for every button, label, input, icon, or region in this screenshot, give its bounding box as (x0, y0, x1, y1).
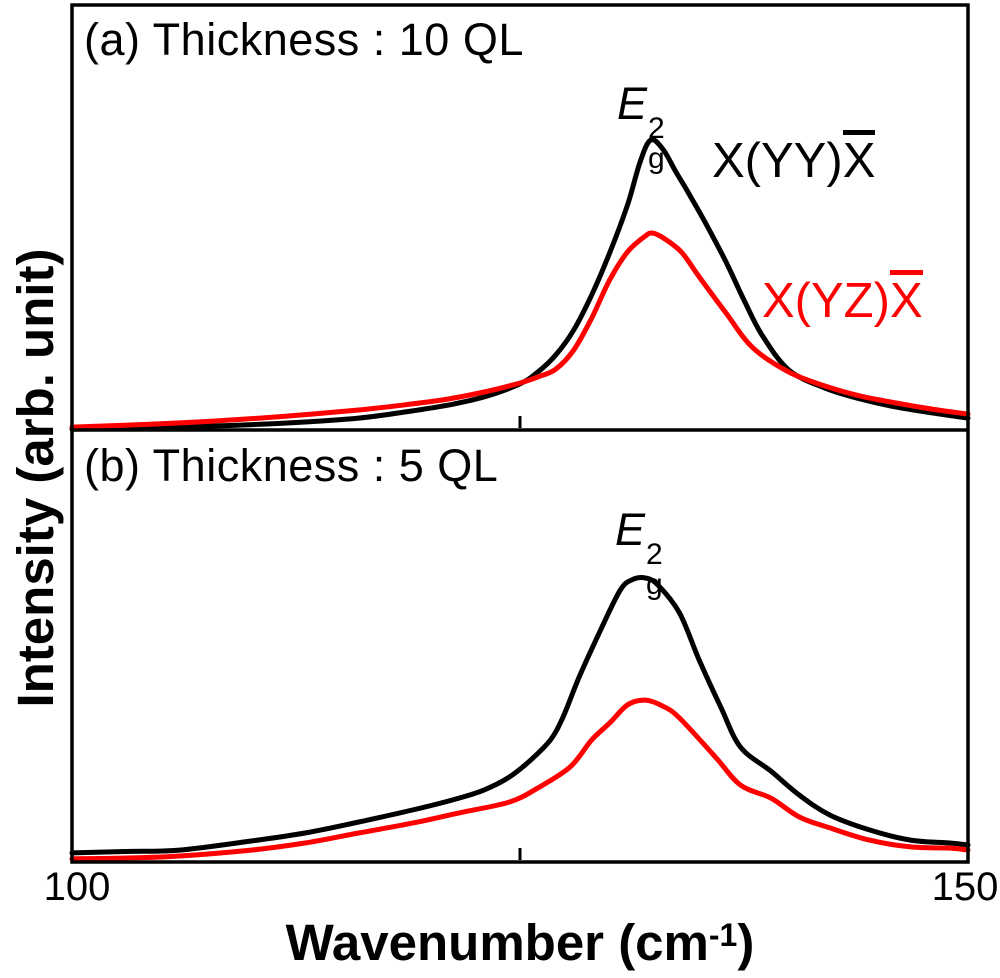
peak-subscript: g (648, 141, 665, 175)
peak-symbol: E (615, 504, 646, 555)
peak-subscript: g (646, 567, 663, 601)
y-axis-title: Intensity (arb. unit) (7, 248, 65, 708)
polarization-text: X(YY) (712, 134, 843, 188)
x-tick-label-150: 150 (931, 865, 999, 909)
spectrum-curve-panel-b-yy (69, 575, 971, 856)
peak-superscript: 2 (648, 111, 665, 145)
spectrum-curve-panel-a-yz (69, 230, 971, 430)
x-tick-label-100: 100 (43, 865, 111, 909)
spectrum-curve-panel-b-yz (69, 697, 971, 862)
polarization-label-xyyx: X(YY)X (712, 130, 876, 188)
x-axis-title-text: Wavenumber (cm (285, 914, 709, 971)
x-axis-title-close: ) (737, 914, 755, 971)
panel-a-title: (a) Thickness : 10 QL (84, 14, 524, 65)
barred-x: X (842, 130, 876, 186)
peak-superscript: 2 (646, 537, 663, 571)
plot-frame (70, 3, 970, 864)
polarization-text: X(YZ) (762, 274, 890, 328)
peak-symbol: E (617, 78, 648, 129)
x-axis-title-superscript: -1 (708, 917, 738, 953)
x-axis-title: Wavenumber (cm-1) (40, 916, 1000, 970)
spectra-curves (69, 137, 971, 862)
barred-x: X (889, 270, 923, 326)
panel-b-title: (b) Thickness : 5 QL (84, 440, 499, 491)
polarization-label-xyzx: X(YZ)X (762, 270, 923, 327)
